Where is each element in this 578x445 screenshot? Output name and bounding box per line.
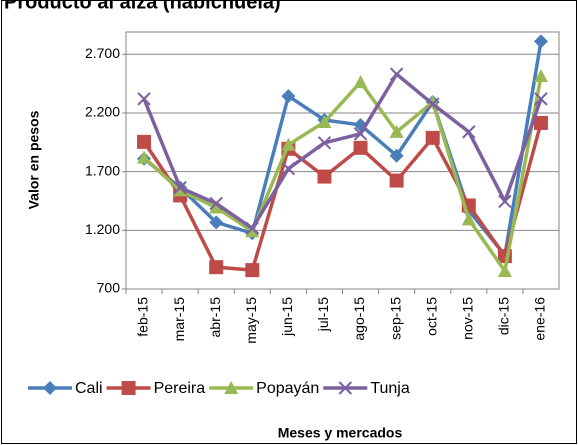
y-tick-label: 2.200 bbox=[85, 104, 120, 120]
y-tick-label: 1.200 bbox=[85, 221, 120, 237]
data-point bbox=[281, 89, 296, 104]
y-tick-label: 2.700 bbox=[85, 45, 120, 61]
legend-label: Popayán bbox=[256, 380, 319, 397]
data-point bbox=[245, 263, 260, 278]
data-point bbox=[209, 200, 224, 214]
x-tick-label: abr-15 bbox=[207, 297, 223, 338]
series-line bbox=[142, 122, 543, 272]
data-point bbox=[281, 137, 296, 151]
data-point bbox=[317, 169, 332, 184]
x-tick-label: oct-15 bbox=[423, 297, 439, 336]
data-point bbox=[425, 130, 440, 145]
legend-marker bbox=[338, 381, 353, 395]
series-line bbox=[142, 41, 543, 257]
x-tick-label: ene-16 bbox=[532, 297, 548, 341]
y-tick-label: 1.700 bbox=[85, 162, 120, 178]
x-tick-label: dic-15 bbox=[496, 297, 512, 335]
x-tick-label: ago-15 bbox=[351, 297, 367, 341]
data-point bbox=[426, 97, 440, 111]
data-point bbox=[353, 75, 368, 89]
legend-item: Tunja bbox=[323, 380, 410, 397]
data-point bbox=[137, 92, 151, 106]
x-tick-label: may-15 bbox=[243, 297, 259, 344]
legend-item: Popayán bbox=[209, 380, 319, 397]
data-point bbox=[497, 264, 512, 278]
x-axis-title: Meses y mercados bbox=[278, 425, 403, 441]
legend-item: Pereira bbox=[106, 380, 206, 397]
legend-marker bbox=[43, 381, 57, 395]
data-point bbox=[389, 124, 404, 138]
data-point bbox=[137, 150, 152, 164]
data-point bbox=[137, 134, 152, 149]
chart-title: Producto al alza (habichuela) bbox=[4, 0, 281, 13]
legend-label: Cali bbox=[75, 380, 103, 397]
data-point bbox=[317, 115, 332, 129]
data-point bbox=[245, 221, 259, 236]
x-tick-label: jul-15 bbox=[315, 297, 331, 332]
data-point bbox=[209, 260, 224, 275]
data-point bbox=[245, 224, 260, 238]
x-tick-label: nov-15 bbox=[459, 297, 475, 340]
data-point bbox=[389, 67, 404, 81]
data-point bbox=[389, 148, 404, 163]
data-point bbox=[209, 196, 223, 211]
data-point bbox=[173, 183, 188, 197]
data-point bbox=[353, 127, 368, 141]
y-tick-label: 700 bbox=[97, 280, 121, 296]
data-point bbox=[533, 115, 548, 130]
legend-label: Pereira bbox=[154, 380, 206, 397]
data-point bbox=[173, 180, 187, 195]
x-tick-label: feb-15 bbox=[135, 297, 151, 337]
x-tick-label: sep-15 bbox=[387, 297, 403, 340]
data-point bbox=[281, 162, 296, 176]
data-point bbox=[533, 69, 548, 83]
data-point bbox=[317, 136, 332, 150]
x-tick-label: mar-15 bbox=[171, 297, 187, 342]
series-line bbox=[142, 72, 543, 231]
data-point bbox=[534, 92, 548, 106]
data-point bbox=[461, 212, 476, 226]
x-tick-label: jun-15 bbox=[279, 297, 295, 337]
legend-marker bbox=[121, 381, 136, 395]
data-point bbox=[533, 34, 548, 49]
legend-item: Cali bbox=[28, 380, 103, 397]
data-point bbox=[353, 140, 368, 155]
legend-marker bbox=[224, 381, 239, 394]
data-point bbox=[462, 125, 476, 139]
data-point bbox=[389, 173, 404, 188]
data-point bbox=[209, 215, 224, 230]
y-axis-title: Valor en pesos bbox=[26, 110, 42, 209]
legend-label: Tunja bbox=[370, 380, 410, 397]
series-line bbox=[142, 75, 543, 273]
data-point bbox=[498, 194, 512, 209]
